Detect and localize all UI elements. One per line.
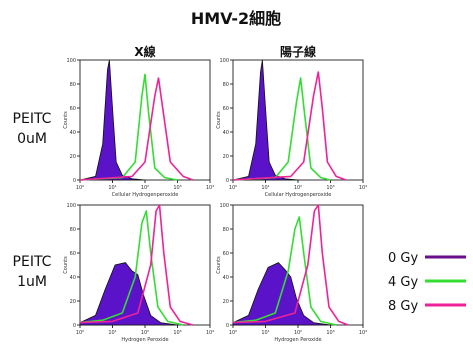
series-4gy-line bbox=[79, 73, 178, 181]
y-tick-label: 80 bbox=[223, 227, 229, 233]
series-8gy-line bbox=[232, 71, 347, 181]
row-label-0-line2: 0uM bbox=[17, 131, 47, 147]
x-tick-label: 10⁴ bbox=[359, 330, 367, 336]
x-tick-label: 10² bbox=[294, 330, 302, 336]
histogram-panel-1: 0 20 40 60 80 100 10⁰ 10¹ 10² 10³ 10⁴ Cellular Hydr… bbox=[216, 58, 367, 198]
x-tick-label: 10² bbox=[141, 185, 149, 191]
series-4gy-line bbox=[232, 77, 331, 181]
row-label-0-line1: PEITC bbox=[13, 111, 52, 127]
x-axis-label: Cellular Hydrogenperoxide bbox=[265, 192, 332, 198]
y-tick-label: 60 bbox=[223, 106, 229, 112]
x-tick-label: 10⁴ bbox=[359, 185, 367, 191]
y-tick-label: 60 bbox=[70, 251, 76, 257]
series-8gy-line bbox=[79, 77, 194, 181]
y-tick-label: 0 bbox=[73, 323, 76, 329]
histogram-panel-0: 0 20 40 60 80 100 10⁰ 10¹ 10² 10³ 10⁴ Cellular Hydr… bbox=[63, 58, 214, 198]
x-axis-label: Cellular Hydrogenperoxide bbox=[112, 192, 179, 198]
legend-label-8gy: 8 Gy bbox=[388, 299, 418, 314]
x-tick-label: 10⁰ bbox=[76, 330, 84, 336]
y-tick-label: 20 bbox=[70, 299, 76, 305]
y-tick-label: 100 bbox=[219, 58, 229, 64]
y-tick-label: 0 bbox=[73, 178, 76, 184]
x-tick-label: 10⁰ bbox=[76, 185, 84, 191]
y-tick-label: 40 bbox=[223, 130, 229, 136]
y-tick-label: 60 bbox=[70, 106, 76, 112]
y-tick-label: 80 bbox=[70, 227, 76, 233]
series-4gy-line bbox=[232, 216, 337, 326]
y-axis-label: Counts bbox=[216, 256, 222, 274]
y-axis-label: Counts bbox=[63, 256, 69, 274]
legend: 0 Gy 4 Gy 8 Gy bbox=[388, 251, 466, 314]
x-tick-label: 10¹ bbox=[261, 330, 269, 336]
y-axis-label: Counts bbox=[216, 111, 222, 129]
y-tick-label: 80 bbox=[223, 82, 229, 88]
x-tick-label: 10² bbox=[294, 185, 302, 191]
y-tick-label: 0 bbox=[226, 323, 229, 329]
series-0gy-area bbox=[232, 59, 299, 181]
y-tick-label: 20 bbox=[223, 299, 229, 305]
legend-label-0gy: 0 Gy bbox=[388, 251, 418, 266]
series-8gy-line bbox=[232, 204, 349, 326]
histogram-panel-3: 0 20 40 60 80 100 10⁰ 10¹ 10² 10³ 10⁴ Hydrogen Pero… bbox=[216, 203, 367, 343]
y-tick-label: 20 bbox=[70, 154, 76, 160]
y-tick-label: 40 bbox=[70, 275, 76, 281]
figure-title: HMV-2細胞 bbox=[191, 9, 281, 28]
legend-label-4gy: 4 Gy bbox=[388, 275, 418, 290]
row-label-1-line2: 1uM bbox=[17, 274, 47, 290]
y-tick-label: 80 bbox=[70, 82, 76, 88]
series-8gy-line bbox=[79, 204, 194, 326]
column-header-xray: X線 bbox=[134, 44, 155, 59]
x-tick-label: 10³ bbox=[326, 330, 334, 336]
x-tick-label: 10³ bbox=[326, 185, 334, 191]
histogram-panel-2: 0 20 40 60 80 100 10⁰ 10¹ 10² 10³ 10⁴ Hydrogen Pero… bbox=[63, 203, 214, 343]
y-tick-label: 100 bbox=[66, 58, 76, 64]
x-tick-label: 10⁰ bbox=[229, 185, 237, 191]
x-tick-label: 10⁴ bbox=[206, 185, 214, 191]
x-tick-label: 10³ bbox=[173, 185, 181, 191]
x-axis-label: Hydrogen Peroxide bbox=[274, 337, 321, 343]
x-tick-label: 10¹ bbox=[261, 185, 269, 191]
row-label-1-line1: PEITC bbox=[13, 254, 52, 270]
y-axis-label: Counts bbox=[63, 111, 69, 129]
y-tick-label: 100 bbox=[66, 203, 76, 209]
histogram-panels: 0 20 40 60 80 100 10⁰ 10¹ 10² 10³ 10⁴ Cellular Hydr… bbox=[63, 58, 367, 343]
x-tick-label: 10⁴ bbox=[206, 330, 214, 336]
series-0gy-area bbox=[79, 59, 146, 181]
series-4gy-line bbox=[79, 210, 184, 326]
y-tick-label: 0 bbox=[226, 178, 229, 184]
y-tick-label: 60 bbox=[223, 251, 229, 257]
x-tick-label: 10⁰ bbox=[229, 330, 237, 336]
column-header-proton: 陽子線 bbox=[280, 44, 316, 59]
x-tick-label: 10³ bbox=[173, 330, 181, 336]
x-tick-label: 10¹ bbox=[108, 185, 116, 191]
x-tick-label: 10² bbox=[141, 330, 149, 336]
y-tick-label: 40 bbox=[70, 130, 76, 136]
y-tick-label: 40 bbox=[223, 275, 229, 281]
x-axis-label: Hydrogen Peroxide bbox=[121, 337, 168, 343]
y-tick-label: 100 bbox=[219, 203, 229, 209]
x-tick-label: 10¹ bbox=[108, 330, 116, 336]
y-tick-label: 20 bbox=[223, 154, 229, 160]
